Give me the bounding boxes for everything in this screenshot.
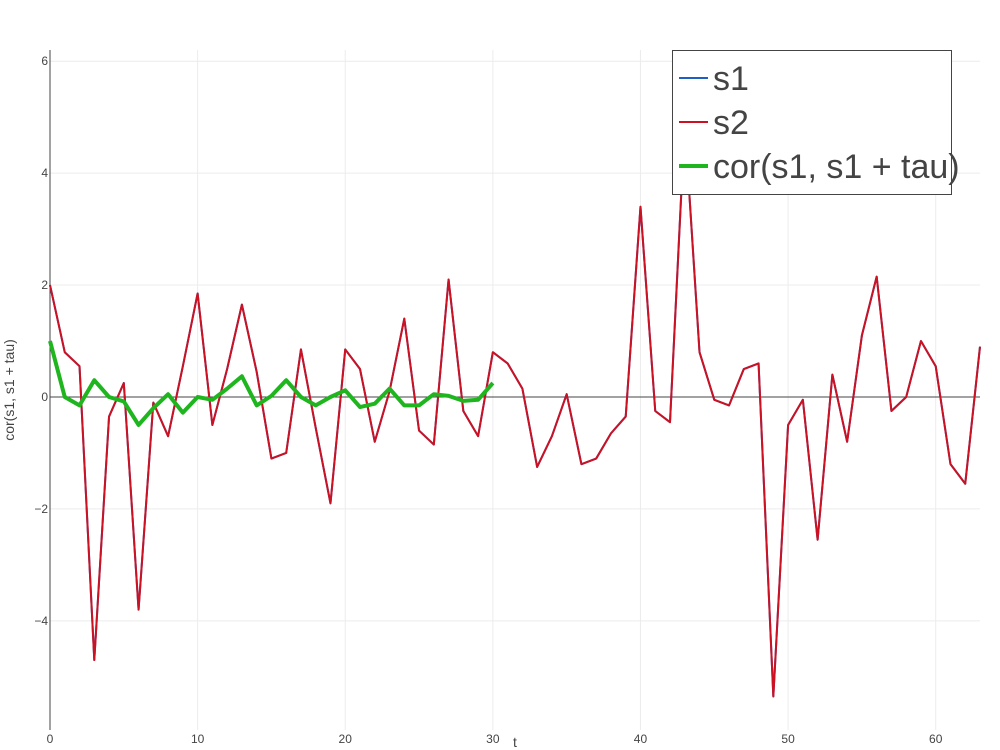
y-tick-label: 0 bbox=[41, 390, 48, 404]
y-tick-label: −4 bbox=[34, 614, 48, 628]
x-tick-label: 30 bbox=[486, 732, 500, 746]
y-tick-label: 4 bbox=[41, 166, 48, 180]
series-layer bbox=[50, 123, 980, 697]
y-tick-label: 2 bbox=[41, 278, 48, 292]
legend-label: s2 bbox=[713, 104, 749, 142]
series-line bbox=[50, 341, 493, 425]
x-tick-label: 0 bbox=[47, 732, 54, 746]
series-2 bbox=[50, 123, 980, 697]
series-3 bbox=[50, 341, 493, 425]
x-axis-ticks: 0 10 20 30 40 50 60 bbox=[47, 732, 943, 746]
legend-label: cor(s1, s1 + tau) bbox=[713, 148, 960, 186]
y-tick-label: −2 bbox=[34, 502, 48, 516]
x-tick-label: 10 bbox=[191, 732, 205, 746]
y-axis-ticks: −4 −2 0 2 4 6 bbox=[34, 54, 48, 628]
x-tick-label: 50 bbox=[781, 732, 795, 746]
y-axis-title: cor(s1, s1 + tau) bbox=[1, 339, 17, 441]
legend[interactable]: s1 s2 cor(s1, s1 + tau) bbox=[673, 51, 960, 195]
x-axis-title: t bbox=[513, 734, 517, 750]
x-tick-label: 20 bbox=[339, 732, 353, 746]
legend-label: s1 bbox=[713, 60, 749, 98]
legend-item[interactable]: cor(s1, s1 + tau) bbox=[679, 148, 960, 186]
series-line bbox=[50, 123, 980, 697]
x-tick-label: 60 bbox=[929, 732, 943, 746]
x-tick-label: 40 bbox=[634, 732, 648, 746]
y-tick-label: 6 bbox=[41, 54, 48, 68]
